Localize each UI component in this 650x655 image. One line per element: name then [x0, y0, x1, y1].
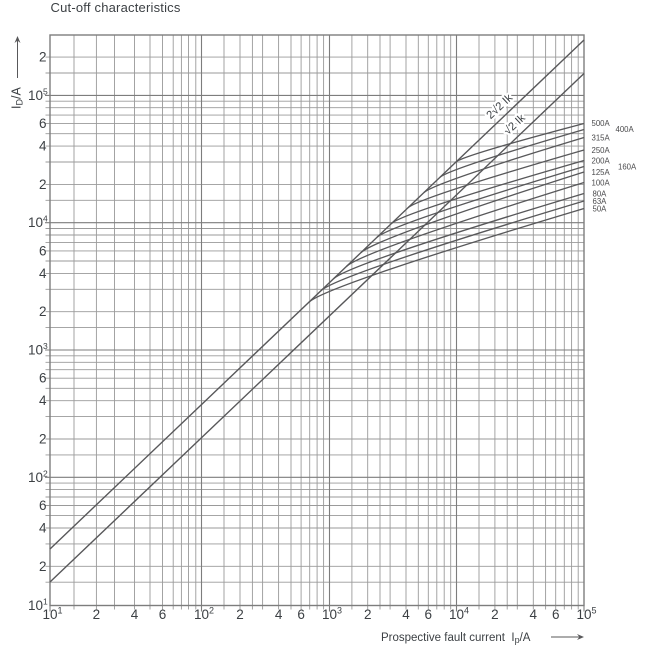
svg-text:Cut-off characteristics: Cut-off characteristics [51, 0, 181, 15]
svg-text:10: 10 [194, 607, 209, 622]
svg-text:4: 4 [275, 607, 283, 622]
svg-text:315A: 315A [592, 134, 611, 143]
svg-text:2: 2 [364, 607, 372, 622]
svg-text:4: 4 [39, 521, 47, 536]
svg-text:6: 6 [39, 498, 47, 513]
svg-text:10: 10 [449, 607, 464, 622]
svg-text:4: 4 [464, 606, 469, 616]
svg-text:4: 4 [43, 214, 48, 224]
svg-text:6: 6 [39, 116, 47, 131]
svg-text:100A: 100A [592, 179, 611, 188]
svg-text:2: 2 [39, 432, 47, 447]
svg-text:2: 2 [209, 606, 214, 616]
svg-text:4: 4 [39, 393, 47, 408]
svg-text:10: 10 [322, 607, 337, 622]
svg-text:3: 3 [43, 341, 48, 351]
svg-text:3: 3 [337, 606, 342, 616]
svg-text:4: 4 [530, 607, 538, 622]
svg-text:50A: 50A [593, 205, 608, 214]
svg-text:10: 10 [28, 215, 43, 230]
svg-text:200A: 200A [592, 157, 611, 166]
svg-text:2: 2 [39, 304, 47, 319]
svg-text:4: 4 [39, 266, 47, 281]
svg-text:80A: 80A [593, 190, 608, 199]
svg-text:10: 10 [28, 88, 43, 103]
svg-text:10: 10 [28, 343, 43, 358]
svg-text:5: 5 [592, 606, 597, 616]
svg-text:2: 2 [93, 607, 101, 622]
svg-text:6: 6 [297, 607, 305, 622]
svg-text:6: 6 [552, 607, 560, 622]
svg-text:ID/A: ID/A [10, 87, 25, 109]
svg-text:6: 6 [425, 607, 433, 622]
svg-text:2: 2 [236, 607, 244, 622]
svg-text:2: 2 [39, 50, 47, 65]
svg-text:1: 1 [43, 597, 48, 607]
svg-text:400A: 400A [616, 125, 635, 134]
svg-text:6: 6 [39, 371, 47, 386]
svg-text:4: 4 [402, 607, 410, 622]
svg-text:4: 4 [131, 607, 139, 622]
svg-text:4: 4 [39, 139, 47, 154]
svg-text:500A: 500A [592, 119, 611, 128]
svg-text:Prospective fault current Ip/: Prospective fault current Ip/A [381, 632, 531, 645]
svg-text:125A: 125A [592, 168, 611, 177]
svg-text:5: 5 [43, 86, 48, 96]
svg-text:6: 6 [159, 607, 167, 622]
svg-text:2: 2 [43, 468, 48, 478]
svg-text:2: 2 [39, 559, 47, 574]
svg-text:2: 2 [39, 177, 47, 192]
svg-text:250A: 250A [592, 146, 611, 155]
svg-text:1: 1 [58, 606, 63, 616]
svg-text:160A: 160A [618, 163, 637, 172]
svg-text:10: 10 [42, 607, 57, 622]
svg-text:10: 10 [28, 470, 43, 485]
svg-text:6: 6 [39, 243, 47, 258]
svg-text:10: 10 [28, 598, 43, 613]
svg-text:63A: 63A [593, 197, 608, 206]
svg-text:2: 2 [491, 607, 499, 622]
svg-text:10: 10 [576, 607, 591, 622]
